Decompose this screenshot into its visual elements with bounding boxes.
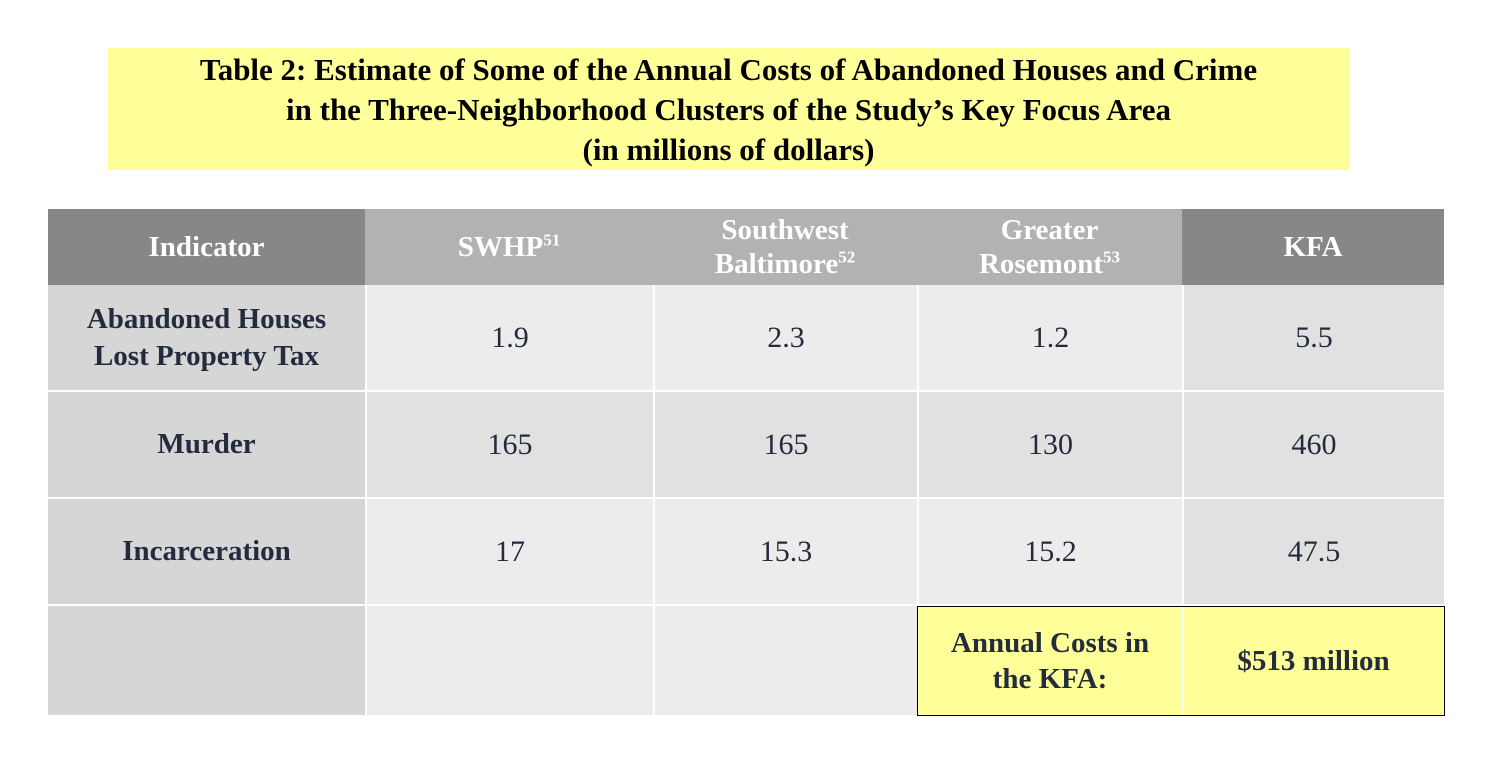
table-cell: 1.9 [365, 285, 653, 392]
table-cell: 1.2 [917, 285, 1182, 392]
table-cell: 5.5 [1182, 285, 1444, 392]
column-header-swhp-label: SWHP51 [458, 230, 560, 264]
swhp-name: SWHP [457, 231, 544, 263]
row-label-line-2: Lost Property Tax [93, 339, 320, 372]
empty-cell [653, 606, 917, 715]
southwest-line-2: Baltimore [714, 248, 839, 280]
southwest-line-1: Southwest [721, 214, 849, 246]
rosemont-footnote-ref: 53 [1103, 247, 1121, 267]
annual-cost-total-label: Annual Costs in the KFA: [918, 607, 1183, 715]
column-header-southwest-baltimore: Southwest Baltimore52 [653, 209, 917, 285]
annual-cost-total-box: Annual Costs in the KFA: $513 million [917, 606, 1445, 716]
row-label-incarceration: Incarceration [48, 499, 365, 606]
column-header-greater-rosemont: Greater Rosemont53 [917, 209, 1182, 285]
column-header-southwest-label: Southwest Baltimore52 [715, 213, 856, 281]
table-title-line-1: Table 2: Estimate of Some of the Annual … [199, 52, 1258, 87]
table-cell: 460 [1182, 392, 1444, 499]
row-label-murder: Murder [48, 392, 365, 499]
column-header-indicator-label: Indicator [148, 231, 265, 263]
table-title-line-3: (in millions of dollars) [582, 132, 875, 167]
swhp-footnote-ref: 51 [543, 230, 561, 250]
table-cell: 165 [653, 392, 917, 499]
rosemont-line-2-wrap: Rosemont53 [979, 247, 1120, 281]
empty-cell [365, 606, 653, 715]
table-cell: 15.3 [653, 499, 917, 606]
row-label-line-1: Abandoned Houses [86, 302, 327, 335]
annual-cost-total-label-text: Annual Costs in the KFA: [951, 625, 1149, 697]
table-cell: 130 [917, 392, 1182, 499]
column-header-rosemont-label: Greater Rosemont53 [979, 213, 1120, 281]
table-cell: 15.2 [917, 499, 1182, 606]
table-cell: 47.5 [1182, 499, 1444, 606]
table-cell: 17 [365, 499, 653, 606]
total-label-line-2: the KFA: [992, 663, 1108, 695]
column-header-indicator: Indicator [48, 209, 365, 285]
rosemont-line-1: Greater [1000, 214, 1099, 246]
table-title: Table 2: Estimate of Some of the Annual … [108, 48, 1349, 170]
rosemont-line-2: Rosemont [978, 248, 1104, 280]
annual-cost-total-value: $513 million [1237, 644, 1390, 677]
southwest-footnote-ref: 52 [838, 247, 856, 267]
total-label-line-1: Annual Costs in [950, 627, 1150, 659]
row-label-abandoned-houses: Abandoned Houses Lost Property Tax [48, 285, 365, 392]
southwest-line-2-wrap: Baltimore52 [715, 247, 856, 281]
table-title-line-2: in the Three-Neighborhood Clusters of th… [286, 92, 1171, 127]
empty-cell [48, 606, 365, 715]
column-header-kfa: KFA [1182, 209, 1444, 285]
row-label-abandoned-houses-text: Abandoned Houses Lost Property Tax [87, 301, 326, 375]
cost-table: Indicator SWHP51 Southwest Baltimore52 G… [48, 209, 1444, 715]
table-cell: 165 [365, 392, 653, 499]
column-header-swhp: SWHP51 [365, 209, 653, 285]
table-cell: 2.3 [653, 285, 917, 392]
column-header-kfa-label: KFA [1283, 231, 1343, 263]
